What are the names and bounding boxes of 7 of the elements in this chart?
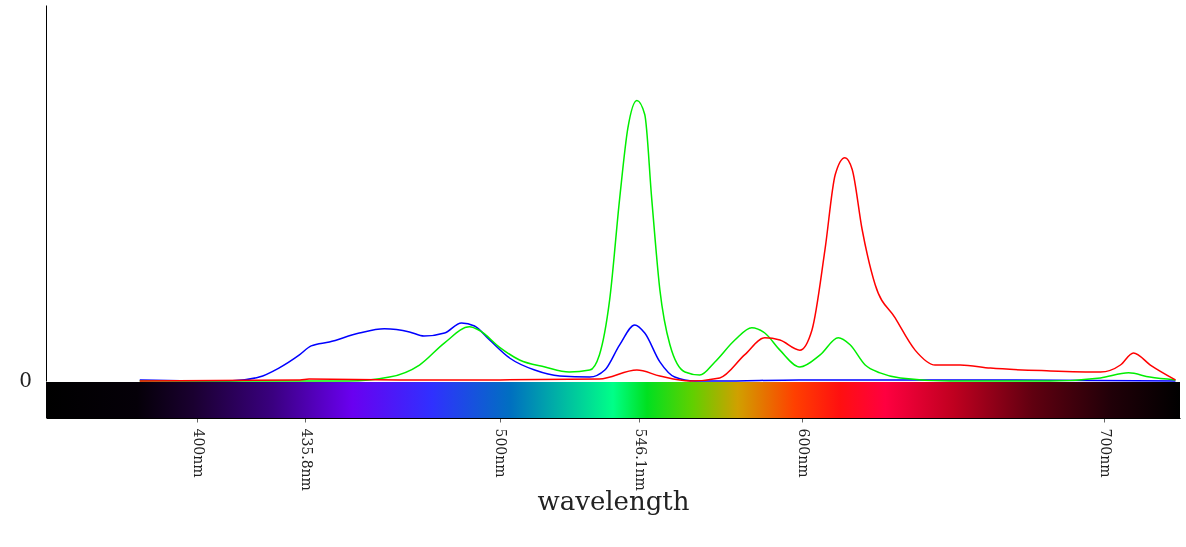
- x-tick-label: 700nm: [1097, 428, 1114, 478]
- x-tick-label: 435.8nm: [298, 428, 315, 491]
- x-tick-label: 600nm: [795, 428, 812, 478]
- x-tick-label: 400nm: [190, 428, 207, 478]
- text: 0: [19, 368, 32, 392]
- x-tick-label: 546.1nm: [632, 428, 649, 491]
- x-tick-label: 500nm: [493, 428, 510, 478]
